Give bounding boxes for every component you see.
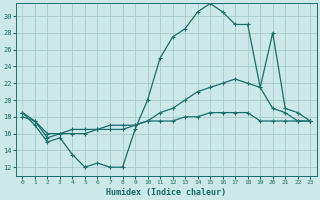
X-axis label: Humidex (Indice chaleur): Humidex (Indice chaleur): [106, 188, 226, 197]
